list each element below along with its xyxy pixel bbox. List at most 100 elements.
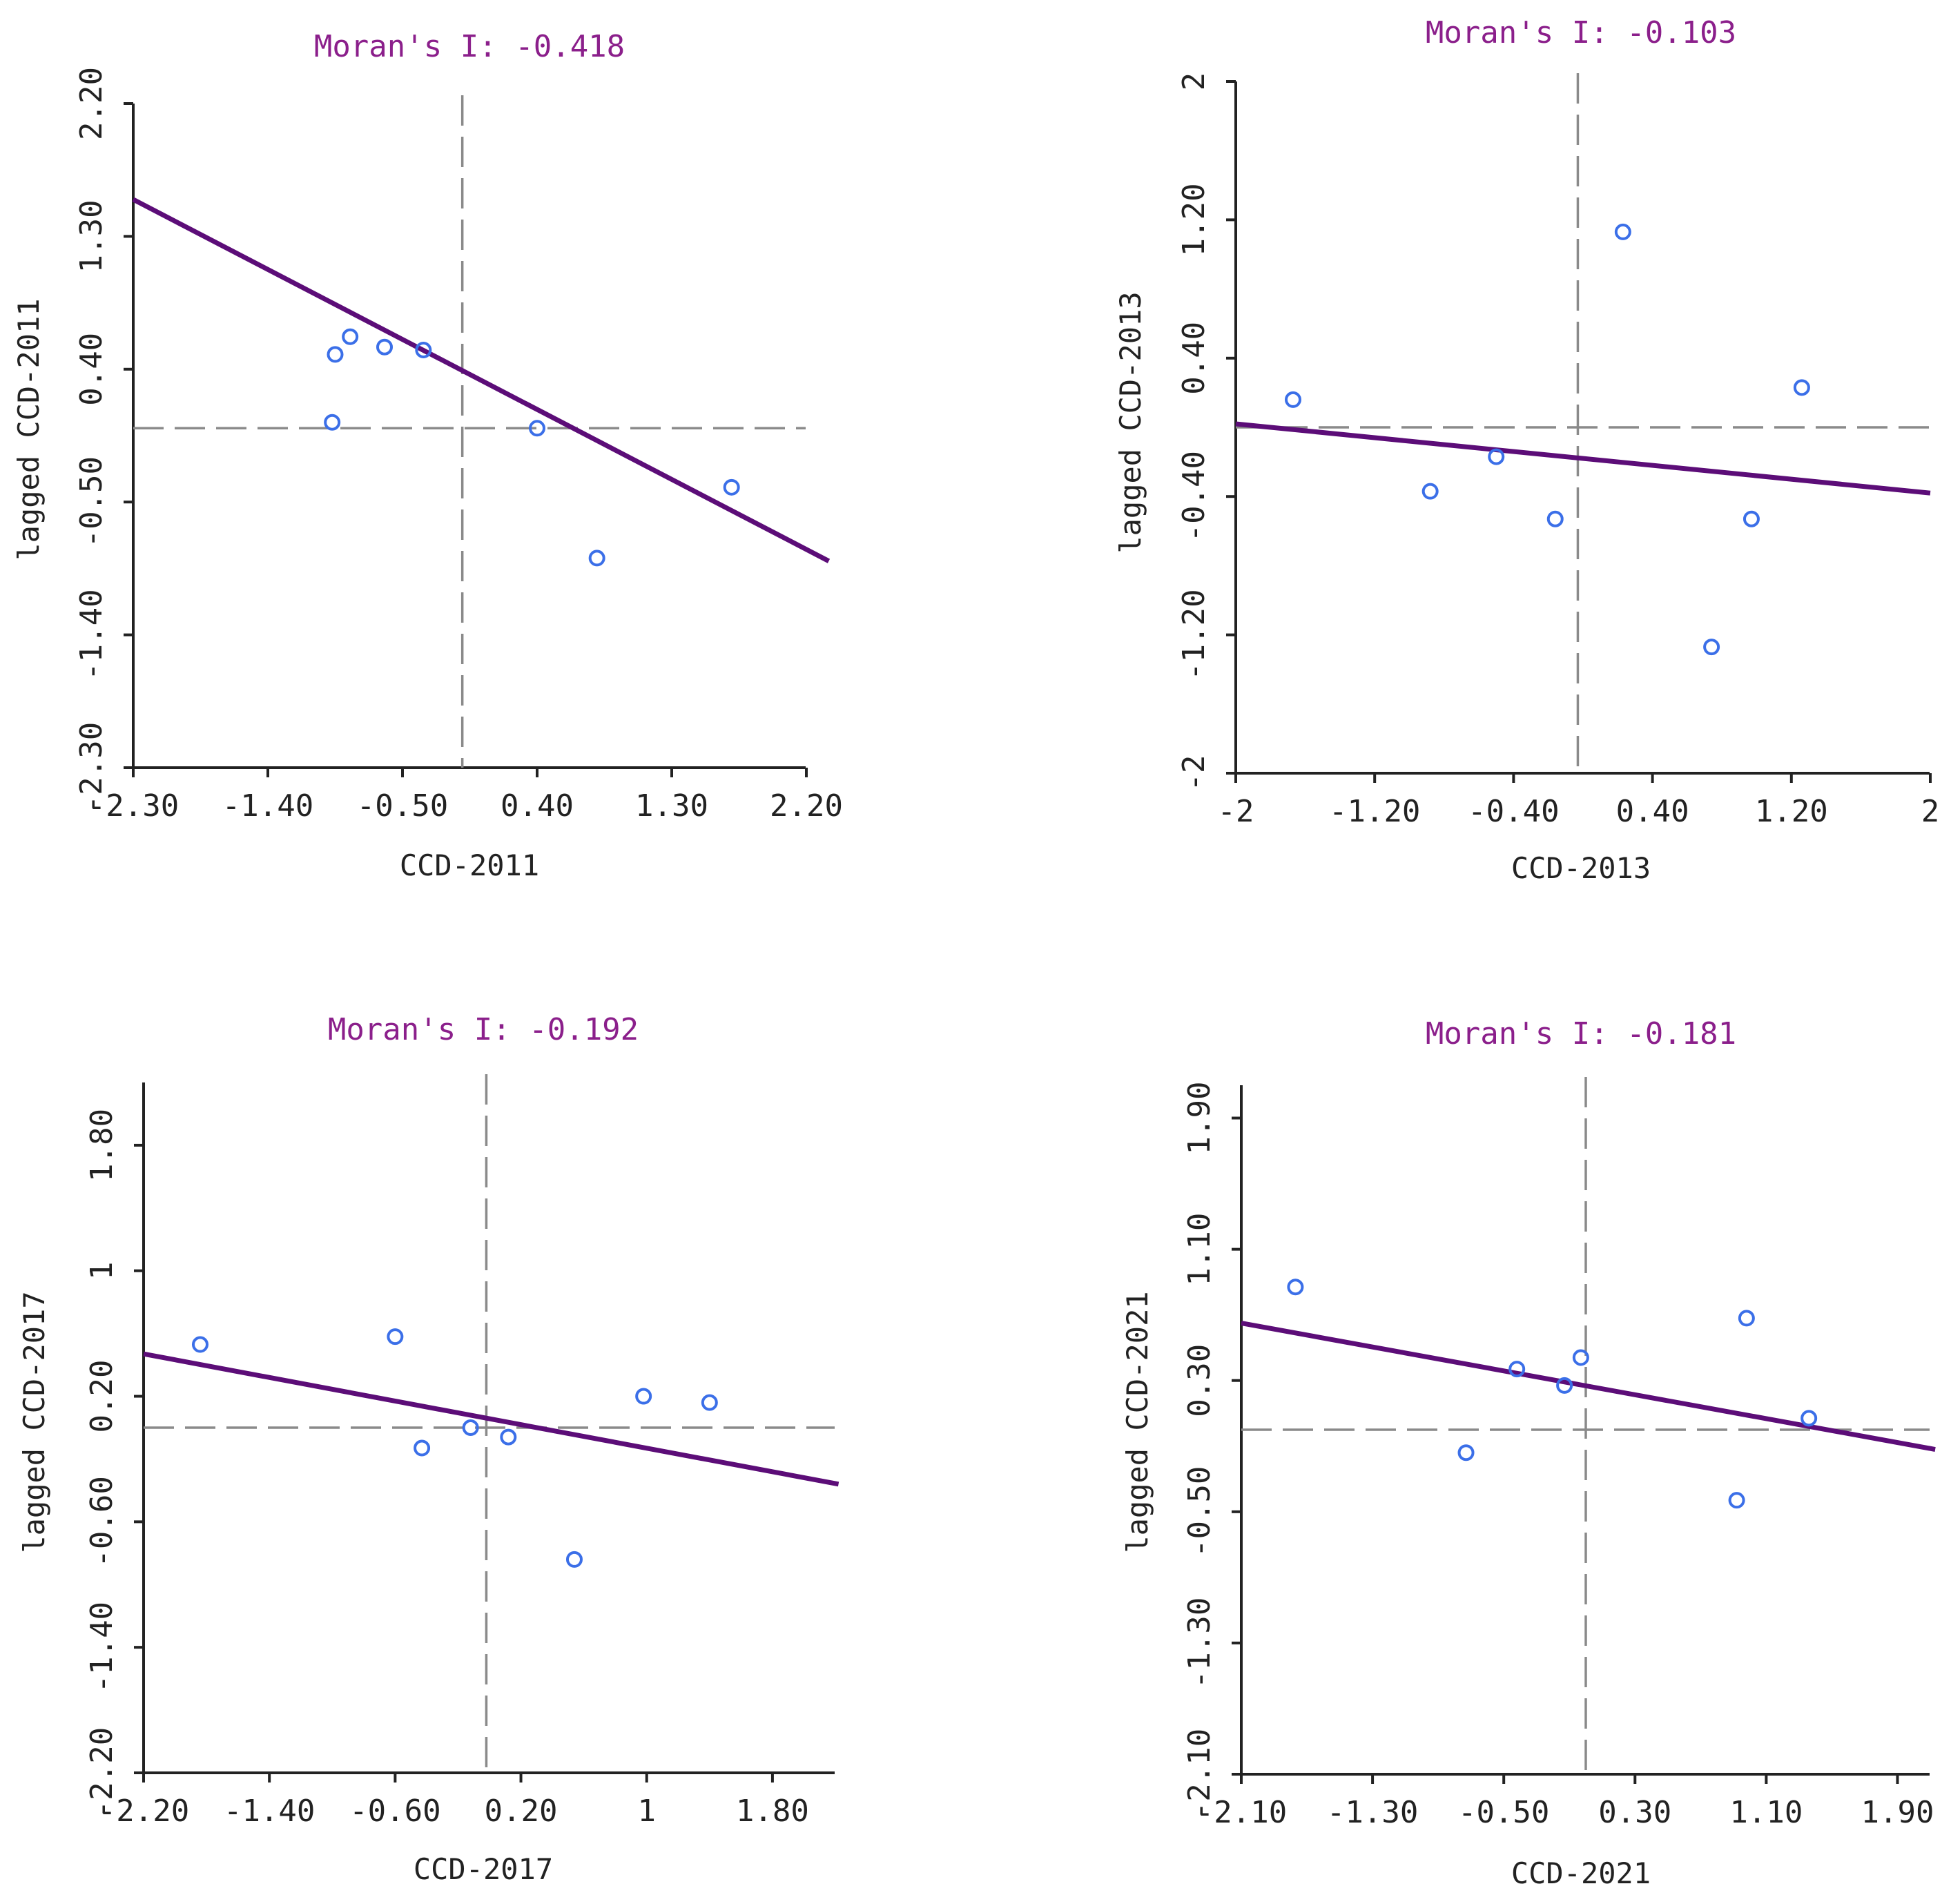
y-tick-label: 1 (84, 1261, 119, 1280)
chart-title: Moran's I: -0.181 (1426, 1016, 1736, 1051)
x-tick-label: -1.40 (224, 1794, 315, 1829)
scatter-point (701, 1394, 718, 1411)
scatter-point (1421, 483, 1439, 500)
y-tick-label: -2 (1176, 755, 1212, 792)
y-tick-label: -1.20 (1176, 589, 1212, 680)
x-tick-label: 1.20 (1755, 794, 1828, 829)
x-tick-label: 0.40 (1616, 794, 1689, 829)
scatter-point (723, 478, 740, 496)
x-tick-label: 1.30 (635, 788, 708, 824)
scatter-point (588, 550, 605, 567)
x-tick-label: -2 (1218, 794, 1254, 829)
y-tick-label: 1.80 (84, 1109, 119, 1182)
x-axis-label: CCD-2017 (414, 1852, 553, 1886)
panel-ccd-2021: Moran's I: -0.181 CCD-2021 lagged CCD-20… (1120, 1016, 1936, 1890)
regression-line (143, 1351, 839, 1487)
x-tick-label: -0.50 (1458, 1795, 1549, 1830)
x-tick-label: -1.20 (1329, 794, 1420, 829)
scatter-point (635, 1388, 652, 1405)
y-tick-label: 2.20 (74, 67, 109, 140)
y-tick-label: -0.50 (1182, 1466, 1217, 1557)
panel-ccd-2013: Moran's I: -0.103 CCD-2013 lagged CCD-20… (1114, 15, 1939, 885)
scatter-point (1287, 1279, 1304, 1296)
x-axis-label: CCD-2021 (1511, 1856, 1651, 1890)
y-tick-label: 1.10 (1182, 1213, 1217, 1286)
scatter-point (500, 1428, 517, 1446)
scatter-point (414, 1439, 431, 1457)
scatter-point (1546, 510, 1564, 527)
chart-title: Moran's I: -0.103 (1426, 15, 1736, 50)
y-tick-label: -0.60 (84, 1476, 119, 1567)
scatter-point (1614, 223, 1631, 240)
y-tick-label: -2.10 (1182, 1729, 1217, 1820)
scatter-point (1572, 1349, 1589, 1366)
regression-line (1241, 1321, 1936, 1452)
x-axis-label: CCD-2011 (400, 848, 539, 882)
x-tick-label: -1.40 (222, 788, 313, 824)
x-axis-label: CCD-2013 (1511, 851, 1651, 885)
scatter-point (1703, 639, 1720, 656)
x-tick-label: -2.20 (98, 1794, 189, 1829)
scatter-point (1284, 391, 1301, 408)
y-tick-label: -0.40 (1176, 451, 1212, 542)
scatter-point (1743, 510, 1760, 527)
scatter-point (1738, 1310, 1755, 1327)
y-axis-label: lagged CCD-2021 (1120, 1291, 1154, 1553)
regression-line (132, 197, 831, 563)
y-tick-label: 0.30 (1182, 1344, 1217, 1417)
y-tick-label: 1.20 (1176, 183, 1212, 256)
x-tick-label: 2 (1921, 794, 1940, 829)
x-tick-label: -0.40 (1468, 794, 1559, 829)
y-axis-label: lagged CCD-2011 (12, 298, 46, 560)
scatter-point (191, 1336, 208, 1353)
x-tick-label: -2.10 (1196, 1795, 1287, 1830)
scatter-point (1793, 379, 1810, 396)
scatter-point (327, 346, 344, 363)
x-tick-label: -0.50 (357, 788, 448, 824)
chart-title: Moran's I: -0.418 (314, 29, 625, 64)
y-axis-label: lagged CCD-2013 (1114, 291, 1147, 553)
panel-ccd-2011: Moran's I: -0.418 CCD-2011 lagged CCD-20… (12, 29, 843, 882)
scatter-point (1728, 1492, 1745, 1509)
y-tick-label: -1.40 (84, 1602, 119, 1693)
x-tick-label: 1 (637, 1794, 656, 1829)
x-tick-label: 1.80 (736, 1794, 809, 1829)
x-tick-label: -1.30 (1327, 1795, 1418, 1830)
y-tick-label: -0.50 (74, 456, 109, 547)
y-tick-label: 0.20 (84, 1360, 119, 1433)
y-tick-label: 2 (1176, 72, 1212, 91)
chart-title: Moran's I: -0.192 (328, 1012, 639, 1047)
x-tick-label: 1.10 (1729, 1795, 1803, 1830)
y-tick-label: 0.40 (74, 333, 109, 406)
y-tick-label: 1.90 (1182, 1082, 1217, 1155)
scatter-point (565, 1551, 583, 1568)
y-tick-label: -2.30 (74, 722, 109, 813)
panel-ccd-2017: Moran's I: -0.192 CCD-2017 lagged CCD-20… (17, 1012, 839, 1886)
x-tick-label: 2.20 (770, 788, 843, 824)
scatter-point (324, 414, 341, 431)
scatter-point (1800, 1410, 1818, 1427)
y-tick-label: 0.40 (1176, 322, 1212, 395)
y-tick-label: 1.30 (74, 200, 109, 273)
scatter-point (1457, 1444, 1475, 1461)
scatter-point (529, 420, 545, 437)
scatter-point (1556, 1377, 1573, 1394)
scatter-point (376, 338, 393, 356)
scatter-point (1508, 1361, 1526, 1378)
y-tick-label: -1.30 (1182, 1597, 1217, 1689)
x-tick-label: 0.30 (1598, 1795, 1671, 1830)
x-tick-label: 1.90 (1861, 1795, 1934, 1830)
scatter-point (415, 342, 432, 359)
scatter-point (1488, 448, 1505, 465)
x-tick-label: 0.20 (485, 1794, 558, 1829)
y-axis-label: lagged CCD-2017 (17, 1291, 51, 1553)
x-tick-label: -0.60 (349, 1794, 440, 1829)
regression-line (1235, 421, 1931, 496)
scatter-point (462, 1419, 479, 1436)
x-tick-label: 0.40 (501, 788, 574, 824)
scatter-point (387, 1328, 404, 1346)
y-tick-label: -2.20 (84, 1727, 119, 1818)
scatter-point (342, 328, 359, 345)
x-tick-label: -2.30 (88, 788, 179, 824)
